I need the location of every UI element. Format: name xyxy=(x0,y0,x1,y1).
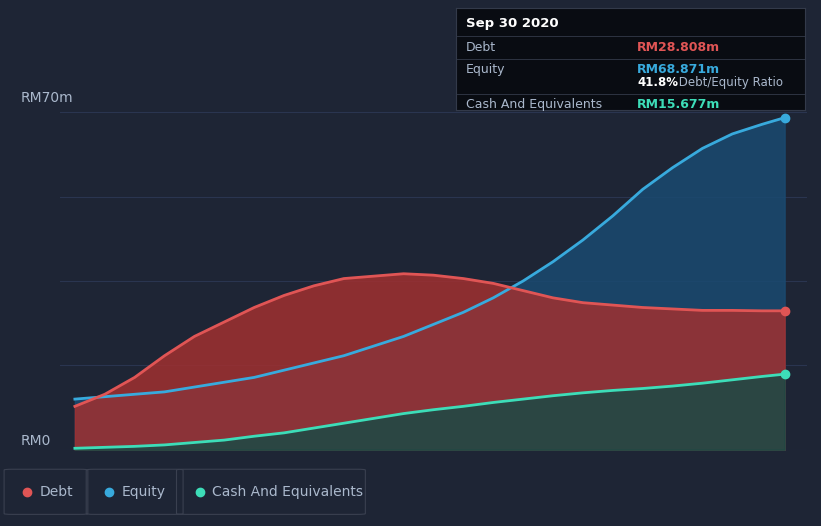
Text: Cash And Equivalents: Cash And Equivalents xyxy=(212,485,363,499)
Text: RM70m: RM70m xyxy=(21,91,73,105)
Text: RM15.677m: RM15.677m xyxy=(637,98,721,111)
Text: Debt/Equity Ratio: Debt/Equity Ratio xyxy=(676,76,783,89)
Text: Equity: Equity xyxy=(122,485,166,499)
Text: Equity: Equity xyxy=(466,63,506,76)
Text: Sep 30 2020: Sep 30 2020 xyxy=(466,17,559,30)
Text: Debt: Debt xyxy=(39,485,73,499)
Text: Cash And Equivalents: Cash And Equivalents xyxy=(466,98,603,111)
Text: RM28.808m: RM28.808m xyxy=(637,42,720,54)
Text: 41.8%: 41.8% xyxy=(637,76,678,89)
Text: RM68.871m: RM68.871m xyxy=(637,63,720,76)
Text: Debt: Debt xyxy=(466,42,496,54)
Text: RM0: RM0 xyxy=(21,434,51,448)
